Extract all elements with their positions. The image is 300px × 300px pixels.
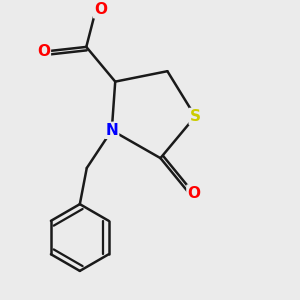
Text: N: N xyxy=(105,123,118,138)
Text: O: O xyxy=(188,186,200,201)
Text: S: S xyxy=(190,109,201,124)
Text: O: O xyxy=(37,44,50,59)
Text: O: O xyxy=(94,2,107,17)
